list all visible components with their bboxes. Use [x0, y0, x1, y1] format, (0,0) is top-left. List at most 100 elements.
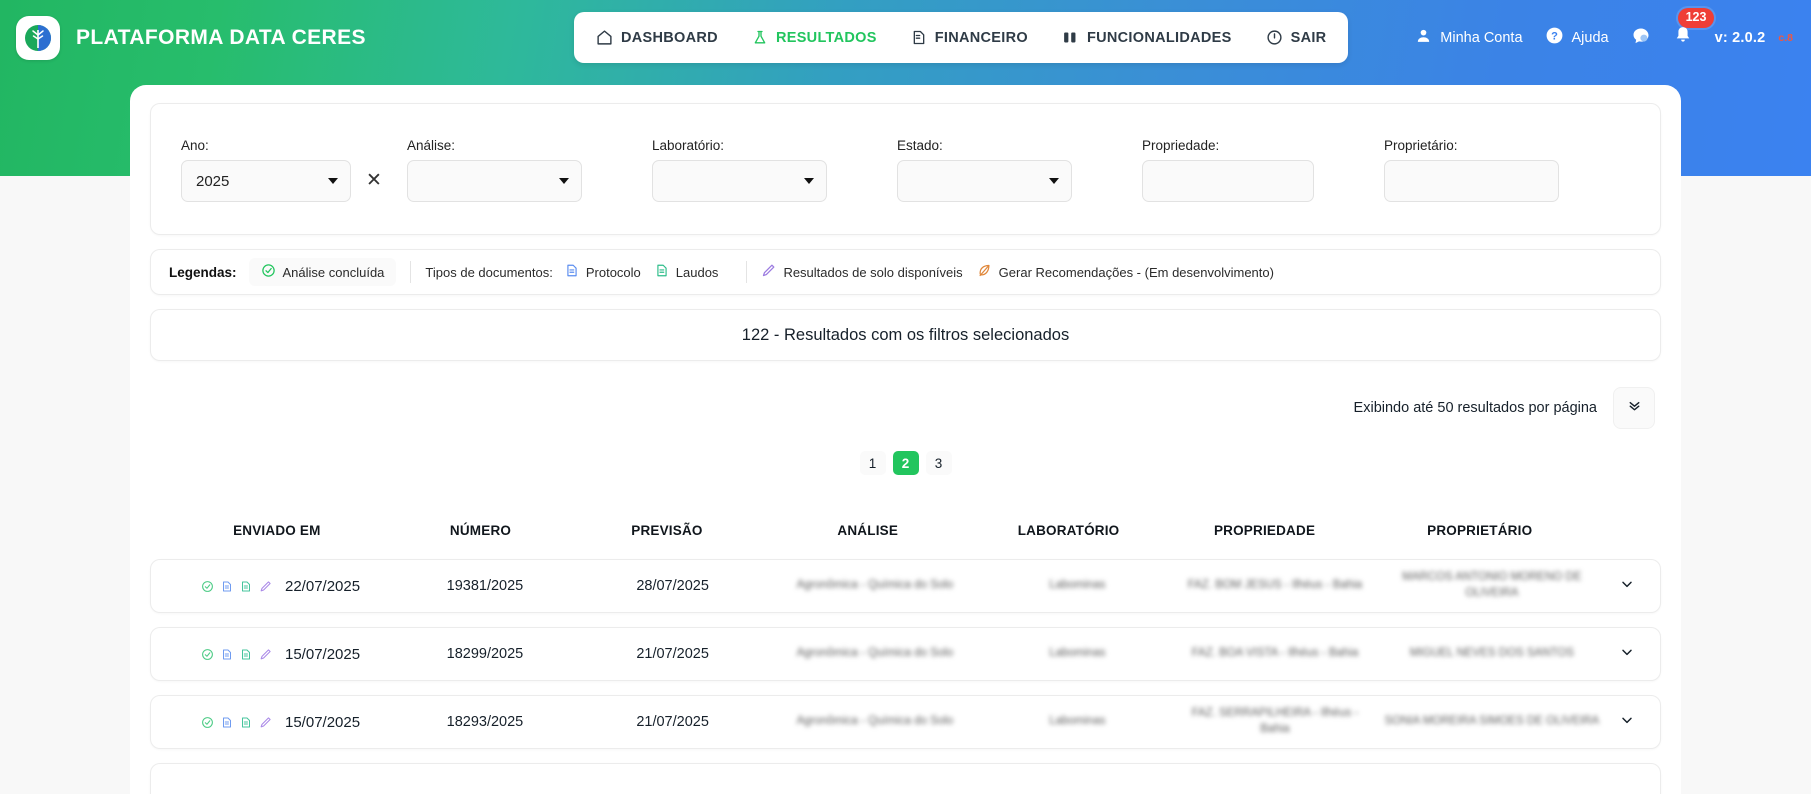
cell-laboratorio: Labominas — [1049, 715, 1106, 728]
nav-label-dashboard: DASHBOARD — [621, 29, 718, 46]
home-icon — [596, 29, 613, 46]
bell-icon — [1673, 27, 1693, 49]
cell-enviado-em: 22/07/2025 — [165, 578, 394, 595]
puzzle-icon — [1062, 29, 1079, 46]
filter-analise-select[interactable] — [407, 160, 582, 202]
filter-laboratorio-label: Laboratório: — [652, 138, 725, 153]
filter-estado-select[interactable] — [897, 160, 1072, 202]
cell-numero: 18293/2025 — [446, 714, 524, 730]
test-tube-icon — [761, 263, 776, 281]
test-tube-icon[interactable] — [259, 580, 272, 593]
chevron-down-icon — [804, 178, 814, 184]
legend-resultados-solo[interactable]: Resultados de solo disponíveis — [761, 263, 963, 281]
per-page-row: Exibindo até 50 resultados por página — [150, 387, 1661, 429]
legend-analise-concluida-label: Análise concluída — [282, 264, 385, 280]
legend-divider — [410, 261, 412, 283]
per-page-label: Exibindo até 50 resultados por página — [1353, 400, 1597, 416]
table-row[interactable]: 15/07/2025 18299/2025 21/07/2025 Agronôm… — [150, 627, 1661, 681]
cell-numero: 19381/2025 — [446, 578, 524, 594]
legend-analise-concluida[interactable]: Análise concluída — [248, 258, 397, 286]
cell-previsao: 21/07/2025 — [636, 714, 709, 730]
nav-item-resultados[interactable]: RESULTADOS — [752, 29, 877, 46]
help-button[interactable]: ? Ajuda — [1545, 26, 1609, 49]
cell-laboratorio: Labominas — [1049, 647, 1106, 660]
version-label: v: 2.0.2 — [1714, 29, 1766, 46]
chevron-down-icon — [328, 178, 338, 184]
check-circle-icon[interactable] — [201, 716, 214, 729]
chat-bubble-icon — [1631, 26, 1651, 50]
row-expand-button[interactable] — [1608, 644, 1647, 665]
filter-estado-label: Estado: — [897, 138, 943, 153]
notifications-button[interactable]: 123 — [1673, 8, 1715, 50]
check-circle-icon[interactable] — [201, 648, 214, 661]
filter-estado: Estado: — [897, 138, 1072, 202]
cell-laboratorio: Labominas — [1049, 579, 1106, 592]
chevron-down-icon — [1619, 712, 1635, 733]
document-green-icon — [655, 263, 669, 281]
legend-protocolo[interactable]: Protocolo — [565, 263, 641, 281]
filter-laboratorio-select[interactable] — [652, 160, 827, 202]
legend-gerar-recomendacoes[interactable]: Gerar Recomendações - (Em desenvolviment… — [977, 263, 1274, 281]
per-page-expand-button[interactable] — [1613, 387, 1655, 429]
cell-proprietario: MARCOS ANTONIO MORENO DE OLIVEIRA — [1402, 571, 1582, 599]
legends-docs-label: Tipos de documentos: — [425, 264, 553, 280]
header-actions: Minha Conta ? Ajuda — [1415, 0, 1793, 75]
nav-item-sair[interactable]: SAIR — [1266, 29, 1327, 46]
document-blue-icon — [565, 263, 579, 281]
document-blue-icon[interactable] — [221, 716, 233, 729]
table-row[interactable]: 15/07/2025 18293/2025 21/07/2025 Agronôm… — [150, 695, 1661, 749]
table-row[interactable]: 22/07/2025 19381/2025 28/07/2025 Agronôm… — [150, 559, 1661, 613]
pagination-page-3[interactable]: 3 — [925, 451, 952, 475]
svg-text:?: ? — [1551, 30, 1558, 42]
cell-enviado-em-value: 15/07/2025 — [285, 713, 361, 731]
filter-ano-label: Ano: — [181, 138, 209, 153]
top-bar: PLATAFORMA DATA CERES DASHBOARD RESULTA — [0, 0, 1811, 75]
version-sub-label: c.8 — [1778, 31, 1793, 44]
document-green-icon[interactable] — [240, 580, 252, 593]
nav-item-dashboard[interactable]: DASHBOARD — [596, 29, 718, 46]
column-header-laboratorio: LABORATÓRIO — [1017, 522, 1120, 538]
column-header-numero: NÚMERO — [449, 522, 512, 538]
document-green-icon[interactable] — [240, 716, 252, 729]
document-blue-icon[interactable] — [221, 648, 233, 661]
cell-previsao: 28/07/2025 — [636, 578, 709, 594]
legends-title: Legendas: — [169, 264, 237, 280]
document-blue-icon[interactable] — [221, 580, 233, 593]
nav-item-funcionalidades[interactable]: FUNCIONALIDADES — [1062, 29, 1232, 46]
filter-analise-label: Análise: — [407, 138, 456, 153]
pagination-page-2[interactable]: 2 — [892, 451, 919, 475]
filter-ano-value: 2025 — [196, 172, 230, 190]
table-row[interactable] — [150, 763, 1661, 794]
test-tube-icon[interactable] — [259, 716, 272, 729]
column-header-propriedade: PROPRIEDADE — [1213, 522, 1316, 538]
chat-button[interactable] — [1631, 26, 1651, 50]
question-circle-icon: ? — [1545, 26, 1564, 49]
row-expand-button[interactable] — [1608, 576, 1647, 597]
notification-badge: 123 — [1677, 8, 1715, 28]
clear-ano-button[interactable]: ✕ — [366, 169, 382, 191]
nav-item-financeiro[interactable]: FINANCEIRO — [911, 29, 1028, 46]
chevron-down-icon — [559, 178, 569, 184]
filter-propriedade-label: Propriedade: — [1142, 138, 1220, 153]
nav-label-sair: SAIR — [1290, 29, 1327, 46]
filter-ano-select[interactable]: 2025 — [181, 160, 351, 202]
pagination-page-1[interactable]: 1 — [859, 451, 886, 475]
cell-propriedade: FAZ. SERRAPILHEIRA - Ilhéus - Bahia — [1191, 707, 1359, 735]
legend-laudos[interactable]: Laudos — [655, 263, 718, 281]
row-expand-button[interactable] — [1608, 712, 1647, 733]
filter-propriedade-input[interactable] — [1142, 160, 1314, 202]
document-green-icon[interactable] — [240, 648, 252, 661]
cell-proprietario: SONIA MOREIRA SIMOES DE OLIVEIRA — [1384, 715, 1600, 728]
check-circle-icon[interactable] — [201, 580, 214, 593]
filter-analise: Análise: — [407, 138, 582, 202]
chevron-down-icon — [1619, 576, 1635, 597]
tree-leaf-logo-icon — [16, 15, 60, 60]
test-tube-icon[interactable] — [259, 648, 272, 661]
cell-previsao: 21/07/2025 — [636, 646, 709, 662]
nav-label-resultados: RESULTADOS — [775, 29, 877, 46]
nav-label-financeiro: FINANCEIRO — [934, 29, 1028, 46]
filter-proprietario-input[interactable] — [1384, 160, 1559, 202]
version-info: v: 2.0.2 c.8 — [1715, 30, 1793, 46]
account-button[interactable]: Minha Conta — [1415, 27, 1523, 48]
